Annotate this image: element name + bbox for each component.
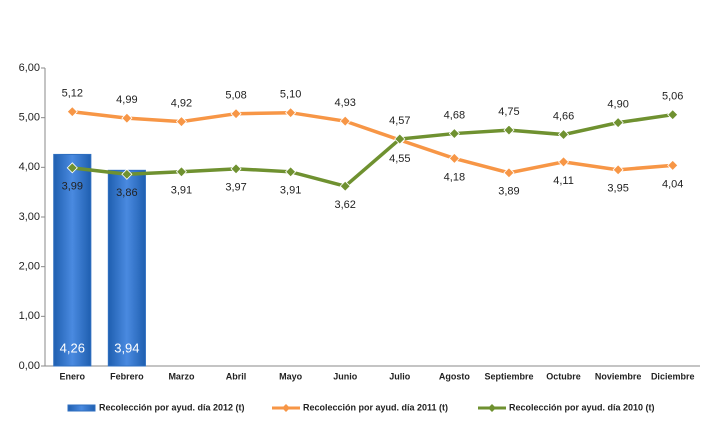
bar-label: 4,26 [60,340,85,355]
bar-label: 3,94 [114,340,139,355]
line-marker [175,116,188,128]
data-label: 4,68 [444,109,465,121]
data-label: 4,57 [389,115,410,127]
data-label: 3,86 [116,187,137,199]
line-marker [66,162,78,174]
data-label: 3,95 [607,183,628,195]
legend-marker [488,404,496,412]
data-label: 3,91 [171,185,192,197]
line-marker [230,108,242,120]
data-label: 3,99 [62,181,83,193]
data-label: 4,11 [553,175,574,187]
line [72,112,673,189]
x-tick-label: Mayo [279,371,303,381]
y-tick-label: 3,00 [19,211,40,223]
x-tick-label: Agosto [439,371,470,381]
data-label: 4,99 [116,94,137,106]
y-tick-label: 0,00 [19,360,40,372]
x-tick-label: Noviembre [595,371,642,381]
bar [107,169,146,367]
line-marker [503,167,515,179]
line-marker [66,106,78,118]
x-tick-label: Septiembre [484,371,533,381]
line-marker [230,163,242,175]
line-marker [667,159,679,171]
line [72,109,673,175]
y-tick-label: 4,00 [19,161,40,173]
data-label: 5,12 [62,88,83,100]
data-label: 3,62 [334,199,355,211]
x-tick-label: Octubre [546,371,581,381]
data-label: 4,66 [553,110,574,122]
data-label: 5,10 [280,89,301,101]
x-tick-label: Enero [60,371,86,381]
data-label: 3,97 [225,182,246,194]
line-marker [285,166,297,178]
data-label: 4,04 [662,178,683,190]
legend-label: Recolección por ayud. día 2011 (t) [303,402,448,412]
y-tick-label: 6,00 [19,62,40,74]
data-label: 5,08 [225,90,246,102]
line-marker [612,117,624,129]
legend-label: Recolección por ayud. día 2010 (t) [509,402,655,412]
y-tick-label: 5,00 [19,112,40,124]
line-marker [667,109,679,121]
line-marker [285,107,297,119]
y-tick-label: 2,00 [19,261,40,273]
line-marker [503,124,515,136]
data-label: 4,92 [171,98,192,110]
legend-marker [282,404,290,412]
legend-label: Recolección por ayud. día 2012 (t) [99,402,245,412]
data-label: 4,18 [444,171,465,183]
line-marker [339,115,351,127]
data-label: 4,90 [607,99,628,111]
x-tick-label: Julio [389,371,411,381]
line-marker [121,112,133,124]
data-label: 3,91 [280,185,301,197]
line-marker [557,156,570,168]
data-label: 4,93 [334,97,355,109]
legend-swatch [67,404,96,412]
line-marker [448,152,460,164]
data-label: 5,06 [662,91,683,103]
line-marker [121,168,133,180]
line-marker [339,180,351,192]
data-label: 4,75 [498,106,519,118]
bar [53,153,92,367]
line-marker [448,127,460,140]
x-tick-label: Abril [226,371,247,381]
line-marker [612,164,624,176]
data-label: 4,55 [389,153,410,165]
x-tick-label: Febrero [110,371,144,381]
x-tick-label: Junio [333,371,358,381]
x-tick-label: Marzo [168,371,195,381]
data-label: 3,89 [498,186,519,198]
line-marker [175,166,188,178]
line-marker [394,133,406,145]
y-tick-label: 1,00 [19,310,40,322]
line-marker [557,128,570,141]
x-tick-label: Diciembre [651,371,695,381]
